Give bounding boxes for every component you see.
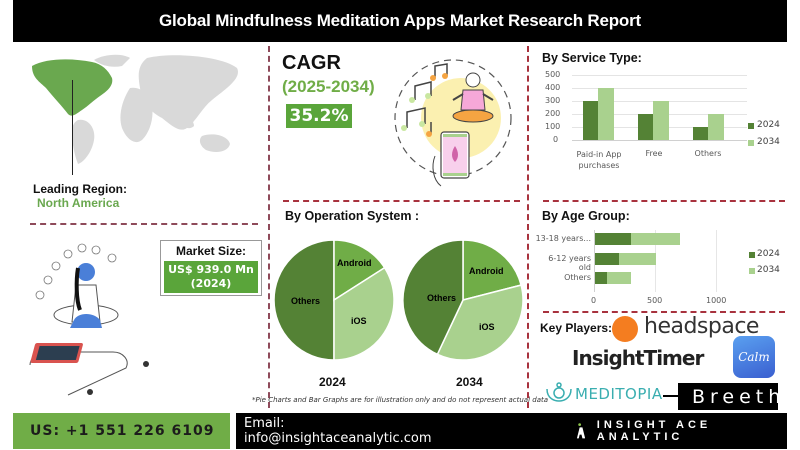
report-title: Global Mindfulness Meditation Apps Marke…: [13, 0, 787, 42]
x-tick: 0: [591, 296, 597, 305]
divider-right-horizontal-1: [543, 200, 785, 202]
brand-logo: INSIGHT ACE ANALYTIC: [576, 419, 787, 443]
footer-contact-bar: Email: info@insightaceanalytic.com INSIG…: [236, 413, 787, 449]
y-tick: 100: [545, 122, 561, 131]
cagr-value-badge: 35.2%: [286, 104, 352, 128]
footer-email[interactable]: Email: info@insightaceanalytic.com: [244, 416, 432, 446]
x-tick: 1000: [706, 296, 727, 305]
x-tick: 500: [647, 296, 663, 305]
x-label-free: Free: [645, 149, 663, 158]
insighttimer-logo: InsightTimer: [572, 346, 704, 370]
bar-paid-2024: [583, 101, 598, 140]
bar-13-18-2024: [595, 233, 631, 245]
meditopia-logo: MEDITOPIA: [575, 385, 663, 403]
y-tick: 500: [545, 70, 561, 79]
breethe-logo-dash: [663, 395, 679, 397]
pie-2024-year: 2024: [319, 375, 346, 389]
legend-2024: 2024: [757, 249, 780, 259]
region-pointer-line: [72, 80, 73, 175]
leading-region-label: Leading Region:: [33, 182, 127, 196]
cagr-label: CAGR: [282, 52, 341, 74]
legend-swatch-2034: [749, 268, 755, 274]
market-size-amount: US$ 939.0 Mn: [168, 263, 254, 276]
pie-2034-others-label: Others: [427, 293, 457, 303]
pie-2034-android-label: Android: [469, 266, 504, 276]
x-label-paid: Paid-in App purchases: [576, 150, 622, 170]
bar-6-12-2034: [619, 253, 656, 265]
calm-logo: Calm: [733, 336, 775, 378]
headspace-logo-icon: [612, 316, 638, 342]
bar-free-2034: [653, 101, 669, 140]
pie-2024-ios-label: iOS: [351, 316, 367, 326]
y-label-others: Others: [564, 273, 591, 282]
divider-left: [268, 46, 270, 408]
age-bar-chart: 13-18 years... 6-12 years old Others 0 5…: [535, 228, 800, 310]
legend-swatch-2024: [748, 123, 754, 129]
cagr-years: (2025-2034): [282, 77, 375, 96]
headspace-logo: headspace: [644, 314, 759, 339]
market-size-label: Market Size:: [175, 244, 247, 258]
age-chart-title: By Age Group:: [542, 209, 630, 223]
meditation-app-icon: [393, 48, 513, 188]
market-size-card: Market Size: US$ 939.0 Mn (2024): [160, 240, 262, 296]
service-bar-chart: 500 400 300 200 100 0 Paid-in App purchas…: [540, 70, 800, 180]
meditopia-logo-icon: [545, 381, 573, 403]
os-chart-title: By Operation System :: [285, 209, 420, 223]
legend-swatch-2034: [748, 140, 754, 146]
bar-6-12-2024: [595, 253, 619, 265]
bar-others-2034: [708, 114, 724, 140]
key-players-label: Key Players:: [540, 321, 613, 335]
world-map: [22, 48, 247, 173]
legend-2034: 2034: [757, 137, 780, 147]
legend-2034: 2034: [757, 265, 780, 275]
legend-swatch-2024: [749, 252, 755, 258]
legend-2024: 2024: [757, 120, 780, 130]
divider-middle-horizontal: [283, 200, 520, 202]
divider-left-horizontal: [30, 223, 258, 225]
y-tick: 0: [553, 135, 559, 144]
y-tick: 200: [545, 109, 561, 118]
bar-free-2024: [638, 114, 653, 140]
footer-brand: INSIGHT ACE ANALYTIC: [596, 419, 712, 443]
bar-paid-2034: [598, 88, 614, 140]
divider-right-horizontal-2: [543, 311, 785, 313]
bar-others-2024: [693, 127, 708, 140]
y-label-6-12: 6-12 years old: [548, 254, 591, 272]
y-tick: 400: [545, 83, 561, 92]
market-size-value: US$ 939.0 Mn (2024): [164, 261, 258, 293]
chart-disclaimer: *Pie Charts and Bar Graphs are for illus…: [252, 396, 549, 404]
meditation-illustration: [18, 240, 153, 400]
leading-region-value: North America: [37, 196, 120, 210]
service-chart-title: By Service Type:: [542, 51, 642, 65]
bar-13-18-2034: [631, 233, 680, 245]
footer-phone[interactable]: US: +1 551 226 6109: [13, 413, 230, 449]
bar-others-age-2034: [607, 272, 631, 284]
pie-2034-ios-label: iOS: [479, 322, 495, 332]
pie-2034-year: 2034: [456, 375, 483, 389]
bar-others-age-2024: [595, 272, 607, 284]
pie-2024-others-label: Others: [291, 296, 321, 306]
y-tick: 300: [545, 96, 561, 105]
market-size-year: (2024): [190, 277, 232, 290]
breethe-logo: Breethe: [678, 383, 797, 410]
insight-ace-logo-icon: [576, 423, 585, 439]
x-label-others: Others: [694, 149, 722, 158]
pie-2024-android-label: Android: [337, 258, 372, 268]
os-pie-2024: [273, 239, 395, 361]
os-pie-2034: [402, 239, 524, 361]
y-label-13-18: 13-18 years...: [535, 234, 591, 243]
divider-right: [527, 46, 529, 408]
